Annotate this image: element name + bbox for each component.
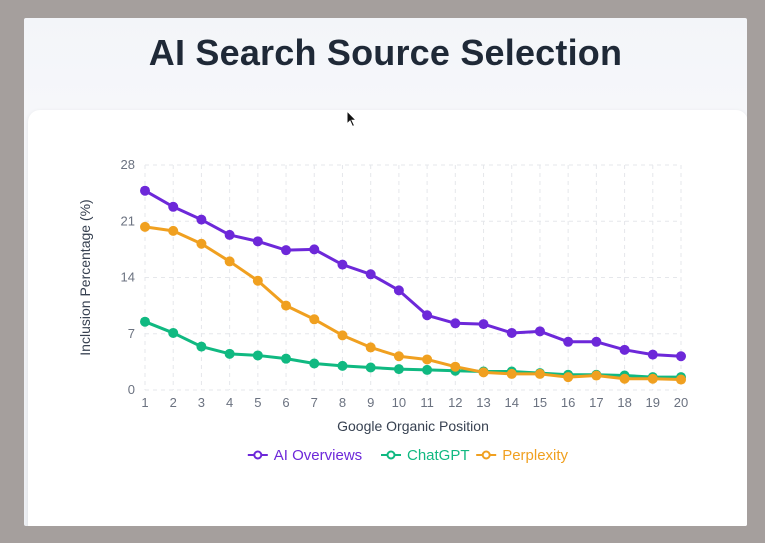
- legend-label: ChatGPT: [407, 447, 470, 464]
- data-point: [140, 221, 150, 232]
- x-tick-label: 11: [420, 395, 434, 410]
- data-point: [478, 319, 489, 330]
- x-tick-label: 19: [646, 395, 660, 410]
- data-point: [168, 327, 179, 338]
- data-point: [140, 316, 150, 327]
- data-point: [563, 372, 574, 383]
- data-point: [365, 342, 376, 353]
- data-point: [337, 330, 348, 341]
- data-point: [281, 353, 292, 364]
- y-tick-label: 14: [121, 270, 135, 285]
- data-point: [309, 314, 320, 325]
- x-tick-label: 14: [505, 395, 519, 410]
- window-frame: AI Search Source Selection 0 7 14 21 28 1 2 3 4 5…: [24, 18, 747, 526]
- data-point: [478, 367, 489, 378]
- y-tick-label: 21: [121, 213, 135, 228]
- data-point: [168, 201, 179, 212]
- data-point: [224, 256, 235, 267]
- x-tick-label: 20: [674, 395, 688, 410]
- data-point: [252, 350, 263, 361]
- data-point: [365, 269, 376, 280]
- data-point: [393, 351, 404, 362]
- x-tick-label: 9: [367, 395, 374, 410]
- legend-marker: [253, 450, 263, 460]
- data-point: [422, 310, 433, 321]
- data-point: [591, 370, 602, 381]
- data-point: [676, 351, 686, 362]
- data-point: [450, 318, 461, 329]
- data-point: [422, 354, 433, 365]
- data-point: [534, 368, 545, 379]
- data-point: [450, 361, 461, 372]
- legend-marker: [386, 450, 396, 460]
- data-point: [647, 349, 658, 360]
- y-axis-title: Inclusion Percentage (%): [77, 199, 93, 355]
- data-point: [281, 245, 292, 256]
- x-tick-label: 6: [282, 395, 289, 410]
- data-point: [337, 360, 348, 371]
- data-point: [224, 229, 235, 240]
- legend-label: AI Overviews: [274, 447, 362, 464]
- page-title: AI Search Source Selection: [148, 32, 623, 73]
- data-point: [534, 326, 545, 337]
- data-point: [393, 364, 404, 375]
- data-point: [506, 327, 517, 338]
- x-tick-label: 13: [476, 395, 490, 410]
- data-point: [252, 236, 263, 247]
- data-point: [337, 259, 348, 270]
- x-axis-title: Google Organic Position: [337, 418, 489, 434]
- data-point: [196, 214, 207, 225]
- data-point: [196, 238, 207, 249]
- y-tick-label: 7: [128, 326, 135, 341]
- data-point: [365, 362, 376, 373]
- data-point: [309, 358, 320, 369]
- x-tick-label: 15: [533, 395, 547, 410]
- x-tick-label: 3: [198, 395, 205, 410]
- data-point: [281, 300, 292, 311]
- data-point: [619, 344, 630, 355]
- x-tick-label: 1: [141, 395, 148, 410]
- x-tick-label: 16: [561, 395, 575, 410]
- x-tick-label: 17: [589, 395, 603, 410]
- y-tick-label: 28: [121, 157, 135, 172]
- x-tick-label: 12: [448, 395, 462, 410]
- data-point: [252, 275, 263, 286]
- series-line: [144, 189, 682, 358]
- chart-card: 0 7 14 21 28 1 2 3 4 5 6 7 8 9 10 11 12 13 14 15 16 17 18 19 20 G…: [28, 110, 747, 526]
- y-tick-label: 0: [128, 382, 135, 397]
- x-tick-label: 2: [170, 395, 177, 410]
- x-tick-label: 10: [392, 395, 406, 410]
- x-tick-label: 4: [226, 395, 233, 410]
- data-point: [647, 373, 658, 384]
- data-point: [619, 373, 630, 384]
- data-point: [422, 364, 433, 375]
- x-tick-label: 18: [617, 395, 631, 410]
- legend-marker: [481, 450, 491, 460]
- x-tick-label: 8: [339, 395, 346, 410]
- legend-label: Perplexity: [502, 447, 568, 464]
- data-point: [506, 368, 517, 379]
- data-point: [591, 336, 602, 347]
- data-point: [393, 285, 404, 296]
- data-point: [563, 336, 574, 347]
- x-tick-label: 5: [254, 395, 261, 410]
- data-point: [140, 185, 150, 196]
- series-line: [144, 320, 681, 379]
- data-point: [224, 348, 235, 359]
- data-point: [168, 225, 179, 236]
- x-tick-label: 7: [311, 395, 318, 410]
- data-point: [196, 341, 207, 352]
- data-point: [309, 244, 320, 255]
- mouse-cursor-icon: [346, 110, 358, 128]
- data-point: [676, 374, 686, 385]
